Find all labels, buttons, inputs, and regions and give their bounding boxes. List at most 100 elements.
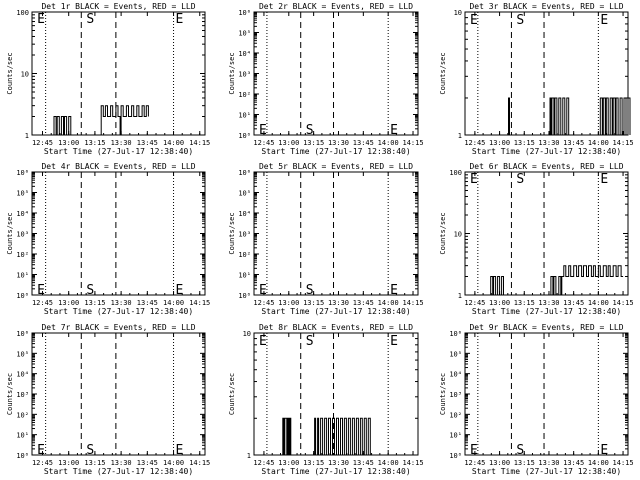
x-tick-label: 13:45: [353, 299, 374, 307]
marker-e-right: E: [176, 283, 184, 298]
marker-s: S: [86, 443, 94, 458]
y-tick-label: 10⁴: [238, 50, 251, 58]
y-tick-label: 10⁰: [238, 292, 251, 300]
marker-e-right: E: [390, 334, 398, 349]
chart-title: Det 6r BLACK = Events, RED = LLD: [469, 162, 623, 171]
x-tick-label: 13:45: [563, 459, 584, 467]
chart-title: Det 4r BLACK = Events, RED = LLD: [41, 162, 195, 171]
x-tick-label: 14:15: [402, 139, 423, 147]
x-tick-label: 13:30: [328, 459, 349, 467]
plot-frame: [253, 171, 419, 296]
x-tick-label: 13:45: [137, 139, 158, 147]
events-series-line: [489, 265, 624, 296]
y-tick-label: 1: [25, 132, 29, 140]
y-tick-label: 1: [458, 292, 462, 300]
x-tick-label: 12:45: [464, 459, 485, 467]
marker-e-right: E: [390, 283, 398, 298]
x-tick-label: 12:45: [32, 459, 53, 467]
marker-s: S: [306, 123, 314, 138]
y-tick-label: 10³: [238, 71, 251, 79]
y-axis-label: Counts/sec: [228, 212, 236, 254]
x-tick-label: 13:00: [58, 139, 79, 147]
y-tick-label: 10⁰: [449, 452, 462, 460]
marker-e-right: E: [600, 172, 608, 187]
x-tick-label: 12:45: [253, 299, 274, 307]
x-axis-label: Start Time (27-Jul-17 12:38:40): [44, 147, 193, 156]
x-tick-label: 13:45: [353, 139, 374, 147]
x-tick-label: 13:45: [353, 459, 374, 467]
y-tick-label: 10¹: [16, 272, 29, 280]
chart-title: Det 1r BLACK = Events, RED = LLD: [41, 2, 195, 11]
x-axis-label: Start Time (27-Jul-17 12:38:40): [472, 307, 621, 316]
marker-e-right: E: [600, 443, 608, 458]
marker-s: S: [516, 13, 524, 28]
y-tick-label: 10: [454, 231, 462, 239]
chart-title: Det 2r BLACK = Events, RED = LLD: [259, 2, 413, 11]
y-tick-label: 10⁶: [238, 169, 251, 177]
y-axis-label: Counts/sec: [228, 52, 236, 94]
chart-panel-3: Det 3r BLACK = Events, RED = LLD 12:45 13:…: [439, 2, 634, 156]
x-tick-label: 14:00: [588, 139, 609, 147]
events-series-line: [53, 105, 149, 136]
x-tick-label: 13:30: [111, 299, 132, 307]
y-tick-label: 10¹: [16, 432, 29, 440]
x-tick-label: 14:00: [378, 139, 399, 147]
x-tick-label: 13:30: [538, 139, 559, 147]
chart-title: Det 9r BLACK = Events, RED = LLD: [469, 323, 623, 332]
x-tick-label: 13:30: [111, 459, 132, 467]
events-series-line: [507, 97, 631, 136]
y-axis-label: Counts/sec: [6, 373, 14, 415]
x-tick-label: 13:15: [303, 459, 324, 467]
y-axis-label: Counts/sec: [439, 52, 447, 94]
y-tick-label: 10⁶: [449, 330, 462, 338]
y-tick-label: 10³: [16, 231, 29, 239]
y-tick-label: 10⁵: [449, 350, 462, 358]
x-axis-label: Start Time (27-Jul-17 12:38:40): [261, 147, 410, 156]
x-tick-label: 13:15: [84, 139, 105, 147]
chart-panel-8: Det 8r BLACK = Events, RED = LLD 12:45 13:…: [228, 323, 424, 476]
y-tick-label: 10⁰: [16, 452, 29, 460]
chart-panel-5: Det 5r BLACK = Events, RED = LLD 12:45 13:…: [228, 162, 424, 316]
marker-e-left: E: [259, 283, 267, 298]
chart-title: Det 8r BLACK = Events, RED = LLD: [259, 323, 413, 332]
y-tick-label: 1: [247, 452, 251, 460]
marker-s: S: [306, 334, 314, 349]
chart-title: Det 7r BLACK = Events, RED = LLD: [41, 323, 195, 332]
marker-s: S: [516, 172, 524, 187]
x-tick-label: 14:15: [189, 299, 210, 307]
marker-s: S: [86, 12, 94, 27]
x-tick-label: 14:00: [163, 299, 184, 307]
marker-s: S: [86, 283, 94, 298]
x-tick-label: 13:00: [489, 299, 510, 307]
y-tick-label: 10: [243, 330, 251, 338]
x-tick-label: 13:30: [328, 299, 349, 307]
y-tick-label: 10: [454, 9, 462, 17]
y-tick-label: 10¹: [238, 112, 251, 120]
x-tick-label: 14:15: [402, 299, 423, 307]
y-axis-label: Counts/sec: [439, 373, 447, 415]
y-tick-label: 10⁵: [238, 190, 251, 198]
x-tick-label: 14:15: [189, 139, 210, 147]
x-tick-label: 13:00: [58, 459, 79, 467]
marker-e-right: E: [600, 13, 608, 28]
x-axis-label: Start Time (27-Jul-17 12:38:40): [472, 467, 621, 476]
x-axis-label: Start Time (27-Jul-17 12:38:40): [261, 307, 410, 316]
plot-frame: [464, 332, 629, 456]
x-tick-label: 12:45: [253, 139, 274, 147]
x-tick-label: 13:15: [303, 299, 324, 307]
y-tick-label: 10⁴: [449, 371, 462, 379]
x-tick-label: 13:30: [538, 459, 559, 467]
x-tick-label: 14:00: [378, 459, 399, 467]
y-tick-label: 10⁵: [238, 30, 251, 38]
y-tick-label: 10⁴: [16, 371, 29, 379]
x-tick-label: 13:45: [563, 139, 584, 147]
y-tick-label: 10⁴: [238, 210, 251, 218]
x-tick-label: 13:15: [514, 459, 535, 467]
y-axis-label: Counts/sec: [6, 212, 14, 254]
x-tick-label: 14:00: [588, 299, 609, 307]
marker-e-left: E: [37, 283, 45, 298]
y-tick-label: 10⁴: [16, 210, 29, 218]
y-axis-label: Counts/sec: [228, 373, 236, 415]
x-tick-label: 14:00: [163, 139, 184, 147]
chart-panel-2: Det 2r BLACK = Events, RED = LLD 12:45 13:…: [228, 2, 424, 156]
